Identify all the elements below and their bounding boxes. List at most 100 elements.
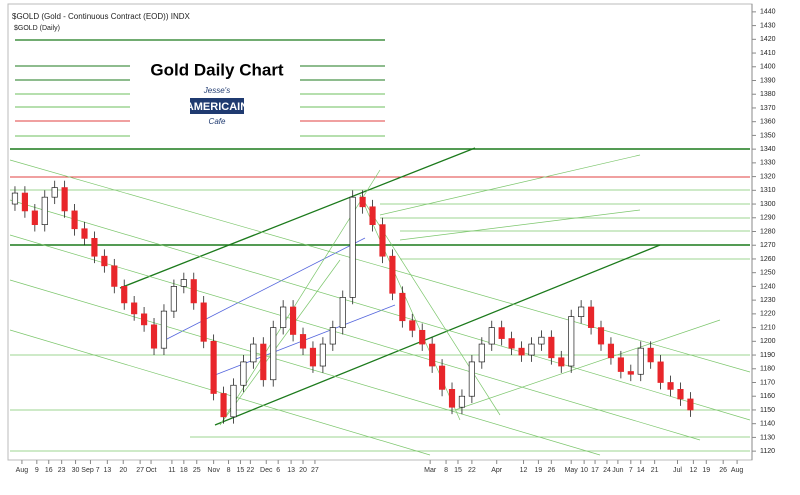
candle-body bbox=[71, 210, 78, 230]
candle-body bbox=[160, 310, 168, 349]
candle-body bbox=[647, 347, 654, 363]
candle-body bbox=[607, 343, 615, 359]
x-tick-label: 15 bbox=[454, 467, 462, 474]
x-tick-label: Dec bbox=[260, 467, 273, 474]
x-tick-label: Aug bbox=[731, 467, 744, 474]
fan-line bbox=[9, 234, 701, 441]
fan-line bbox=[454, 319, 721, 411]
x-tick-label: Sep 7 bbox=[81, 467, 99, 474]
y-tick-label: 1370 bbox=[760, 105, 776, 112]
candle-body bbox=[677, 389, 684, 400]
x-tick-label: 17 bbox=[591, 467, 599, 474]
y-tick-label: 1240 bbox=[760, 283, 776, 290]
candle-body bbox=[389, 255, 396, 294]
x-tick-label: 25 bbox=[193, 467, 201, 474]
candle-body bbox=[419, 329, 426, 345]
candle-body bbox=[399, 292, 406, 322]
candle-body bbox=[339, 297, 346, 328]
candle-body bbox=[409, 320, 416, 331]
logo-text: AMERICAIN bbox=[186, 101, 248, 113]
candle-body bbox=[349, 196, 356, 298]
candle-body bbox=[270, 327, 277, 381]
channel-line bbox=[214, 244, 661, 426]
x-tick-label: 7 bbox=[629, 467, 633, 474]
candle-body bbox=[458, 395, 466, 408]
x-tick-label: Aug bbox=[16, 467, 29, 474]
candle-body bbox=[468, 361, 475, 397]
logo-text: Cafe bbox=[209, 117, 226, 126]
y-tick-label: 1320 bbox=[760, 173, 776, 180]
x-tick-label: 16 bbox=[45, 467, 53, 474]
x-tick-label: 8 bbox=[444, 467, 448, 474]
candle-body bbox=[61, 187, 68, 212]
candle-body bbox=[190, 279, 197, 304]
y-tick-label: 1300 bbox=[760, 201, 776, 208]
chart-subtitle: $GOLD (Daily) bbox=[14, 25, 60, 32]
candle-body bbox=[558, 357, 565, 367]
candle-body bbox=[548, 336, 555, 359]
x-tick-label: 12 bbox=[520, 467, 528, 474]
candle-body bbox=[141, 313, 148, 326]
candle-body bbox=[597, 327, 605, 345]
fan-line bbox=[9, 279, 601, 456]
y-tick-label: 1200 bbox=[760, 338, 776, 345]
candle-body bbox=[429, 343, 436, 367]
candle-body bbox=[359, 196, 366, 208]
x-tick-label: 24 bbox=[603, 467, 611, 474]
x-tick-label: Mar bbox=[424, 467, 437, 474]
x-tick-label: Apr bbox=[491, 467, 503, 474]
fan-line bbox=[9, 159, 751, 373]
candle-body bbox=[528, 343, 535, 356]
x-tick-label: 19 bbox=[702, 467, 710, 474]
x-tick-label: 13 bbox=[287, 467, 295, 474]
candle-body bbox=[150, 324, 158, 349]
candle-body bbox=[667, 382, 674, 390]
candle-body bbox=[121, 286, 128, 304]
x-tick-label: 21 bbox=[651, 467, 659, 474]
y-tick-label: 1400 bbox=[760, 64, 776, 71]
candle-body bbox=[617, 357, 624, 372]
candle-body bbox=[111, 265, 118, 287]
candle-body bbox=[180, 279, 187, 287]
candle-body bbox=[280, 306, 287, 328]
x-tick-label: 11 bbox=[168, 467, 175, 474]
y-tick-label: 1160 bbox=[760, 393, 775, 400]
y-tick-label: 1170 bbox=[760, 379, 775, 386]
candle-body bbox=[200, 302, 207, 342]
x-tick-label: Jun bbox=[612, 467, 623, 474]
candle-body bbox=[448, 389, 456, 408]
logo-text: Jesse's bbox=[203, 86, 230, 95]
x-tick-label: 20 bbox=[119, 467, 127, 474]
y-tick-label: 1290 bbox=[760, 215, 776, 222]
y-tick-label: 1390 bbox=[760, 77, 776, 84]
x-tick-label: 22 bbox=[246, 467, 254, 474]
fan-line bbox=[9, 199, 751, 421]
fan-line bbox=[9, 329, 431, 456]
y-tick-label: 1230 bbox=[760, 297, 776, 304]
candle-body bbox=[250, 343, 257, 363]
y-tick-label: 1350 bbox=[760, 132, 776, 139]
candle-body bbox=[478, 343, 485, 363]
y-tick-label: 1420 bbox=[760, 36, 776, 43]
candle-body bbox=[240, 361, 247, 386]
x-tick-label: 18 bbox=[180, 467, 188, 474]
x-tick-label: 27 bbox=[136, 467, 144, 474]
chart-title: $GOLD (Gold - Continuous Contract (EOD))… bbox=[12, 12, 190, 21]
y-tick-label: 1140 bbox=[760, 421, 775, 428]
x-tick-label: 19 bbox=[535, 467, 543, 474]
y-tick-label: 1250 bbox=[760, 270, 776, 277]
channel-line bbox=[119, 147, 476, 289]
candle-body bbox=[369, 206, 376, 225]
candle-body bbox=[488, 327, 495, 345]
candle-body bbox=[31, 210, 38, 225]
fan-line bbox=[219, 259, 341, 426]
y-tick-label: 1330 bbox=[760, 160, 776, 167]
candle-body bbox=[508, 338, 515, 349]
candle-body bbox=[131, 302, 138, 315]
y-tick-label: 1340 bbox=[760, 146, 776, 153]
y-tick-label: 1380 bbox=[760, 91, 776, 98]
x-tick-label: 23 bbox=[58, 467, 66, 474]
candle-body bbox=[329, 327, 336, 345]
candle-body bbox=[627, 371, 634, 375]
